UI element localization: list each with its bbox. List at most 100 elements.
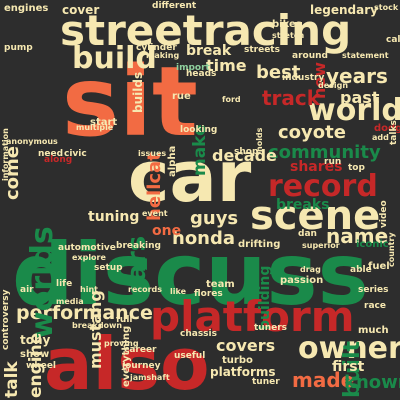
word-design: design <box>318 81 349 90</box>
word-builds: builds <box>131 71 145 113</box>
word-journey: journey <box>122 361 161 371</box>
word-hint: hint <box>80 285 98 294</box>
word-country: country <box>387 232 396 267</box>
word-time: time <box>206 56 247 75</box>
word-superior: superior <box>302 241 340 250</box>
word-record: record <box>268 169 378 204</box>
word-shares: shares <box>290 159 343 175</box>
word-video: video <box>379 200 389 228</box>
word-along: along <box>44 155 73 165</box>
word-industry: industry <box>282 73 325 83</box>
word-also: also <box>44 322 210 400</box>
word-covers: covers <box>216 336 276 355</box>
word-statement: statement <box>342 51 389 60</box>
word-breakdown: breakdown <box>72 321 123 330</box>
word-streets: streets <box>244 45 280 55</box>
word-build: build <box>72 41 157 76</box>
word-cylinder: cylinder <box>136 43 177 53</box>
word-sit: sit <box>62 46 198 158</box>
word-media: media <box>56 297 84 306</box>
word-one: one <box>152 223 182 239</box>
word-stock: stock <box>374 3 399 12</box>
word-holds: holds <box>255 127 264 152</box>
word-tuner: tuner <box>252 377 280 387</box>
word-series: series <box>358 285 389 295</box>
word-proving: proving <box>104 339 139 348</box>
word-career: career <box>124 345 157 355</box>
word-alpha: alpha <box>167 145 178 177</box>
word-known: known <box>344 372 400 393</box>
word-need: need <box>38 149 64 159</box>
word-import: import <box>176 63 210 73</box>
word-break: break <box>186 43 232 59</box>
word-wheel: wheel <box>26 361 57 371</box>
word-chassis: chassis <box>180 329 217 339</box>
word-multiple: multiple <box>76 123 114 132</box>
word-top: top <box>348 163 365 173</box>
word-rue: rue <box>172 91 191 102</box>
word-community: community <box>268 142 381 163</box>
word-event: event <box>142 209 168 218</box>
word-records: records <box>128 285 163 294</box>
word-race: race <box>364 301 386 311</box>
word-streetracing: streetracing <box>60 6 352 55</box>
word-call: call <box>386 35 400 45</box>
word-iconic: iconic <box>356 239 389 250</box>
word-looking: looking <box>180 125 218 135</box>
word-talk: talk <box>2 361 22 398</box>
word-engines: engines <box>4 3 49 14</box>
word-jamshaft: jamshaft <box>130 373 170 382</box>
word-full: full <box>116 315 133 325</box>
word-shop: shop <box>234 147 259 157</box>
word-bikes: bikes <box>272 19 302 30</box>
word-heads: heads <box>186 69 217 79</box>
word-setup: setup <box>94 263 123 273</box>
word-tuners: tuners <box>254 323 288 333</box>
word-useful: useful <box>174 351 206 361</box>
word-platforms: platforms <box>210 365 276 379</box>
word-passion: passion <box>280 275 324 286</box>
word-decade: decade <box>212 146 277 165</box>
word-breaking: breaking <box>116 241 161 251</box>
word-anonymous: anonymous <box>6 137 58 146</box>
word-life: life <box>56 279 73 289</box>
word-fuel: fuel <box>368 261 390 272</box>
word-honda: honda <box>172 228 236 249</box>
word-discuss: discuss <box>12 225 369 325</box>
word-years: years <box>326 64 388 88</box>
word-first: first <box>332 359 365 375</box>
word-able: able <box>350 265 372 275</box>
word-civic: civic <box>64 149 87 159</box>
word-everything: everything <box>121 325 132 387</box>
word-cover: cover <box>62 3 100 17</box>
word-around: around <box>292 51 328 61</box>
word-drifting: drifting <box>238 239 281 250</box>
word-much: much <box>358 325 389 336</box>
word-run: run <box>324 157 342 167</box>
word-owner: owner <box>298 331 400 366</box>
word-past: past <box>340 88 380 107</box>
word-flores: flores <box>194 289 223 299</box>
word-coyote: coyote <box>278 122 346 143</box>
word-car: car <box>128 136 252 218</box>
word-add: add <box>372 133 389 142</box>
word-platform: platform <box>150 292 355 341</box>
word-breaks: breaks <box>276 197 330 213</box>
word-making: making <box>146 51 180 60</box>
word-like: like <box>170 287 187 296</box>
word-scene: scene <box>250 193 381 239</box>
word-dan: dan <box>298 229 317 239</box>
word-best: best <box>256 62 301 83</box>
word-show: show <box>20 349 50 360</box>
word-automotive: automotive <box>58 243 116 253</box>
word-tuning: tuning <box>88 209 140 225</box>
word-drag: drag <box>300 265 321 274</box>
word-air: air <box>20 285 34 295</box>
word-track: track <box>262 86 321 110</box>
word-turbo: turbo <box>222 355 253 366</box>
word-worlds: worlds <box>25 226 60 339</box>
word-name: name <box>326 224 389 248</box>
word-performance: performance <box>16 302 153 324</box>
word-team: team <box>206 279 235 290</box>
